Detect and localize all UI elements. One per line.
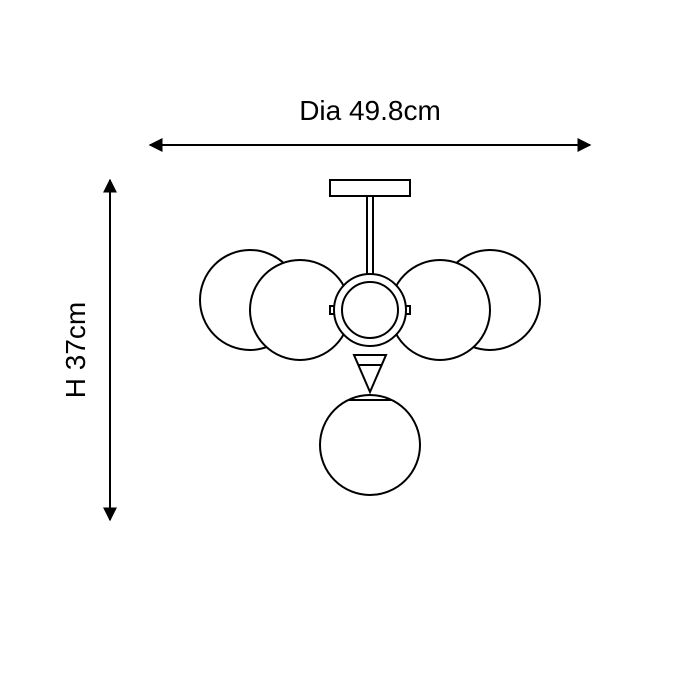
bottom-cap xyxy=(354,355,386,392)
mount-plate xyxy=(330,180,410,196)
stem xyxy=(367,196,373,276)
globe-bottom xyxy=(320,395,420,495)
dimension-diagram: Dia 49.8cm H 37cm xyxy=(0,0,700,700)
dim-label-diameter: Dia 49.8cm xyxy=(299,95,441,126)
hub-inner xyxy=(342,282,398,338)
fixture-drawing xyxy=(200,180,540,495)
dim-label-height: H 37cm xyxy=(60,302,91,398)
